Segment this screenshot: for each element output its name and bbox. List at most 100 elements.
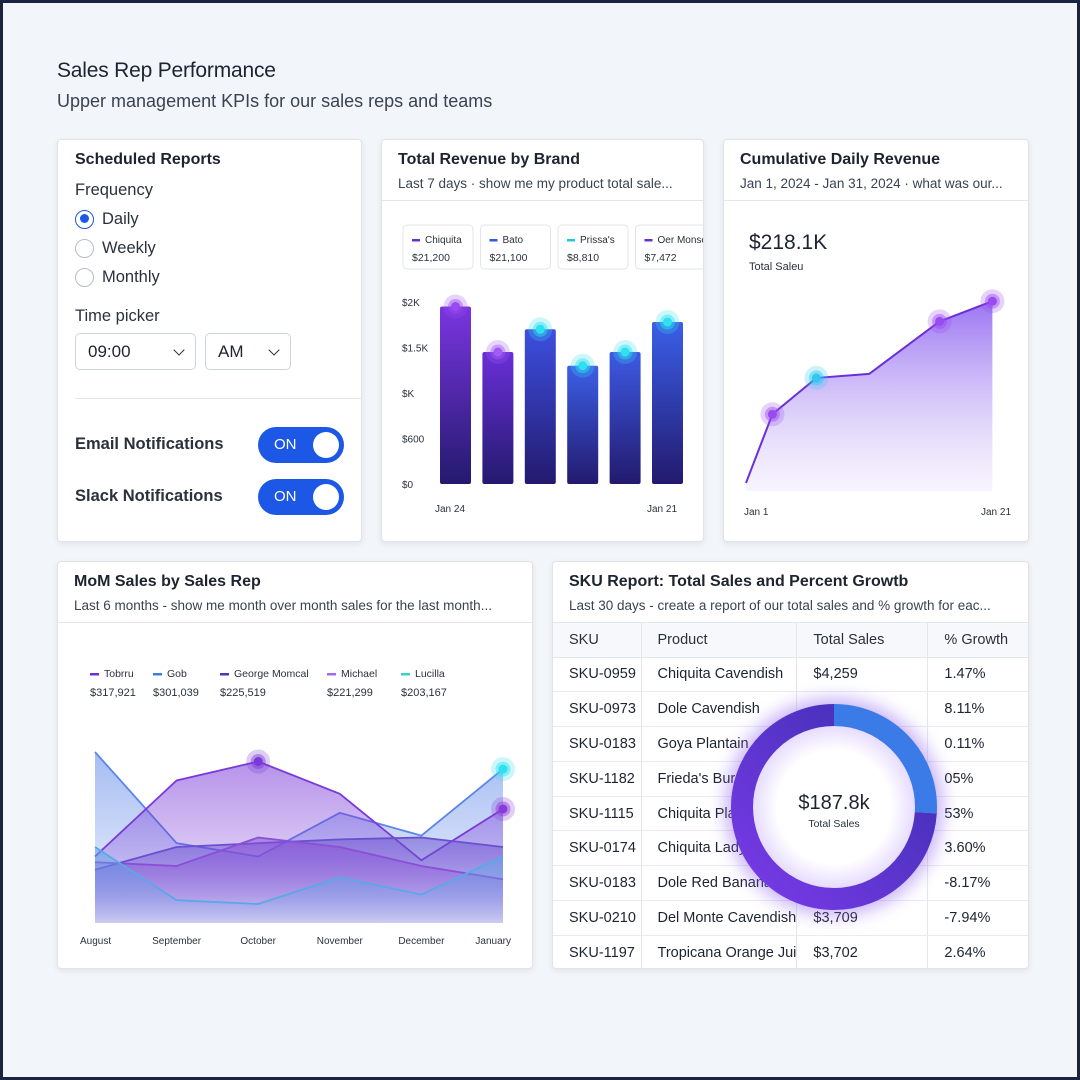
product-cell: Chiquita Plan <box>641 796 798 832</box>
card-subtitle: Jan 1, 2024 - Jan 31, 2024 · what was ou… <box>740 176 1003 191</box>
table-row[interactable]: SKU-0210 Del Monte Cavendish $3,709 -7.94% <box>553 900 1028 936</box>
x-tick-label: Jan 24 <box>435 504 465 515</box>
table-row[interactable]: SKU-0973 Dole Cavendish 8.11% <box>553 691 1028 728</box>
column-header[interactable]: Total Sales <box>796 623 929 658</box>
table-row[interactable]: SKU-0959 Chiquita Cavendish $4,259 1.47% <box>553 657 1028 693</box>
total-sales-cell: $3,702 <box>796 935 929 968</box>
legend-item: Gob $301,039 <box>153 668 199 699</box>
product-cell: Goya Plantain <box>641 726 798 762</box>
total-sales-cell <box>796 726 929 762</box>
page-title: Sales Rep Performance <box>57 59 276 82</box>
product-cell: Dole Cavendish <box>641 691 798 728</box>
cumulative-area-chart: $218.1K Total Saleu Jan 1 Jan 21 <box>744 231 1011 518</box>
series-marker <box>491 757 515 782</box>
point-marker <box>927 309 952 334</box>
bar <box>567 365 599 484</box>
x-tick-label: Jan 21 <box>981 507 1011 518</box>
column-header[interactable]: Product <box>641 623 798 658</box>
series-area <box>95 847 503 923</box>
toggle-knob <box>313 483 339 510</box>
legend-swatch <box>220 673 229 676</box>
radio-label-weekly: Weekly <box>102 238 156 257</box>
marker-dot <box>935 316 945 326</box>
legend-name: Oer Monse <box>658 235 705 246</box>
y-tick-label: $2K <box>402 298 420 309</box>
legend-item: Prissa's $8,810 <box>557 224 629 270</box>
growth-cell: 3.60% <box>927 830 1028 867</box>
marker-dot <box>498 804 508 814</box>
card-title: Total Revenue by Brand <box>398 151 580 168</box>
toggle-knob <box>313 431 339 458</box>
total-value: $218.1K <box>749 231 827 254</box>
radio-daily[interactable]: Daily <box>75 209 344 229</box>
legend-item: Lucilla $203,167 <box>401 668 447 699</box>
x-tick-label: December <box>398 936 445 947</box>
sku-cell: SKU-0210 <box>553 900 642 936</box>
legend-name: Michael <box>341 668 377 680</box>
time-select[interactable]: 09:00 <box>75 333 196 370</box>
product-cell: Del Monte Cavendish <box>641 900 798 936</box>
series-marker <box>491 797 515 821</box>
sku-table: SKU Product Total Sales % Growth SKU-095… <box>553 623 1028 968</box>
chevron-down-icon <box>173 343 185 356</box>
product-cell: Tropicana Orange Jui <box>641 935 798 968</box>
chevron-down-icon <box>268 343 280 356</box>
table-row[interactable]: SKU-1197 Tropicana Orange Jui $3,702 2.64% <box>553 935 1028 968</box>
radio-monthly[interactable]: Monthly <box>75 267 344 287</box>
marker-dot <box>535 324 545 334</box>
legend-box <box>635 224 703 270</box>
x-tick-label: Jan 21 <box>647 504 677 515</box>
legend-name: Prissa's <box>580 235 615 246</box>
total-sales-cell <box>796 761 929 797</box>
total-revenue-by-brand-card: Total Revenue by Brand Last 7 days · sho… <box>381 139 704 542</box>
table-row[interactable]: SKU-0183 Dole Red Banana -8.17% <box>553 865 1028 902</box>
column-header[interactable]: SKU <box>553 623 642 658</box>
y-tick-label: $0 <box>402 480 414 491</box>
legend-item: Michael $221,299 <box>327 668 377 699</box>
radio-button-monthly[interactable] <box>75 267 94 287</box>
radio-label-daily: Daily <box>102 209 139 228</box>
legend-value: $225,519 <box>220 687 266 699</box>
legend-box <box>480 224 551 270</box>
ampm-select[interactable]: AM <box>205 333 291 370</box>
table-row[interactable]: SKU-0183 Goya Plantain 0.11% <box>553 726 1028 762</box>
bar <box>524 329 556 484</box>
slack-notifications-toggle[interactable]: ON <box>258 478 344 515</box>
table-row[interactable]: SKU-1182 Frieda's Burro 05% <box>553 761 1028 797</box>
legend-swatch <box>567 239 575 242</box>
sku-report-card: SKU Report: Total Sales and Percent Grow… <box>552 561 1029 969</box>
series-line <box>94 836 504 871</box>
y-tick-label: $600 <box>402 435 425 446</box>
growth-cell: 05% <box>927 761 1028 797</box>
growth-cell: 53% <box>927 796 1028 832</box>
total-sales-cell: $4,259 <box>796 657 929 693</box>
marker-dot <box>663 317 672 327</box>
sku-cell: SKU-1115 <box>553 796 642 832</box>
legend-value: $7,472 <box>645 252 677 264</box>
radio-button-weekly[interactable] <box>75 238 94 258</box>
radio-weekly[interactable]: Weekly <box>75 238 344 258</box>
radio-button-daily[interactable] <box>75 209 94 229</box>
card-title: SKU Report: Total Sales and Percent Grow… <box>569 573 909 590</box>
legend-swatch <box>412 239 420 242</box>
bar <box>609 352 641 484</box>
email-notifications-toggle[interactable]: ON <box>258 426 344 463</box>
legend-value: $21,200 <box>412 252 450 264</box>
table-header-row: SKU Product Total Sales % Growth <box>553 623 1028 658</box>
time-picker-label: Time picker <box>75 307 160 325</box>
divider <box>75 398 361 399</box>
legend-item: Tobrru $317,921 <box>90 668 136 699</box>
series-line <box>94 836 504 881</box>
table-row[interactable]: SKU-1115 Chiquita Plan 53% <box>553 796 1028 832</box>
legend-item: Chiquita $21,200 <box>402 224 474 270</box>
x-tick-label: September <box>152 936 202 947</box>
column-header[interactable]: % Growth <box>927 623 1028 658</box>
table-row[interactable]: SKU-0174 Chiquita Lady 3.60% <box>553 830 1028 867</box>
total-sales-cell <box>796 796 929 832</box>
marker-dot <box>493 347 503 357</box>
x-tick-label: August <box>80 936 111 947</box>
point-marker <box>804 365 829 390</box>
sku-cell: SKU-0973 <box>553 691 642 728</box>
legend-value: $221,299 <box>327 687 373 699</box>
legend-swatch <box>90 673 99 676</box>
